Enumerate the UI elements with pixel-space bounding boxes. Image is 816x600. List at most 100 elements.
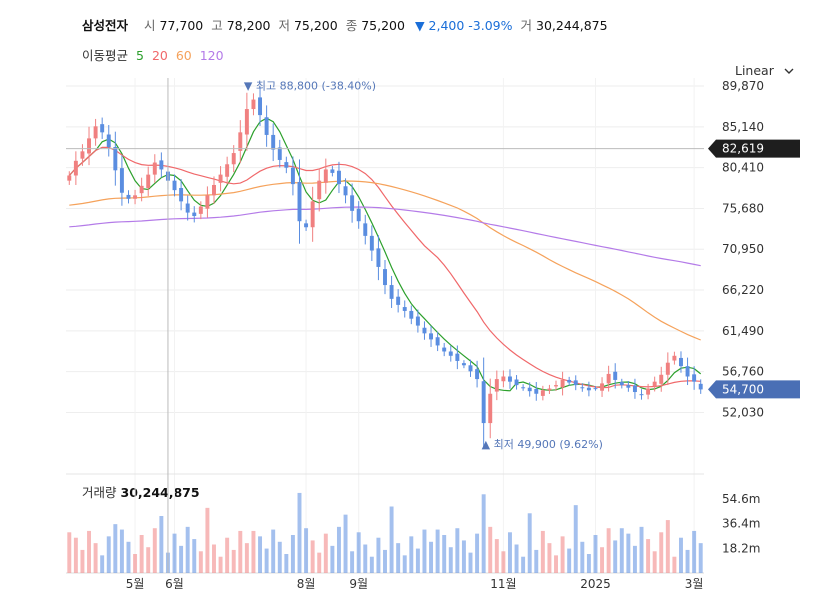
axes: 89,870 85,140 80,410 75,680 70,950 66,220 61,4… [126,79,764,591]
volume-label: 거 [520,18,533,33]
volume-bar [133,554,138,573]
candle-body [198,206,203,214]
volume-bar [554,555,558,573]
candle-body [422,327,427,334]
volume-bar [159,516,164,573]
time-tick-label: 5월 [126,577,145,591]
ma-5[interactable]: 5 [136,48,144,63]
volume-bar [501,551,506,573]
price-tick-label: 61,490 [722,324,764,338]
last-price-tag [708,380,800,399]
time-tick-label: 2025 [580,577,611,591]
volume-bar [264,548,269,573]
candle-body [586,387,591,391]
ma-120[interactable]: 120 [199,48,224,63]
candle-body [692,374,697,382]
volume-bar [317,552,322,573]
volume-bar [521,556,526,573]
candle-body [383,269,387,286]
candle-body [527,387,532,392]
volume-bar [271,529,276,573]
last-price-label: 54,700 [722,382,764,396]
min-price-annotation: ▲ 최저 49,900 (9.62%) [482,438,603,451]
low-value: 75,200 [293,18,338,33]
volume-bar [632,545,637,573]
volume-bar [415,548,420,573]
candle-body [659,374,664,384]
overlays: 82,619 54,700 ▼ 최고 88,800 (-38.40%) ▲ 최저 49… [66,78,800,573]
candle-body [396,296,401,305]
candle-body [507,376,512,382]
volume-bar [540,530,545,573]
volume-value: 30,244,875 [536,18,608,33]
ma-20[interactable]: 20 [151,48,168,63]
candle-body [323,169,328,183]
volume-bar [106,536,111,573]
candle-body [271,134,276,150]
candle-body [330,169,335,173]
volume-bar [350,551,355,573]
candle-body [514,379,519,386]
volume-bar [600,547,605,573]
volume-bar [593,535,598,573]
volume-bar [93,543,98,573]
volume-bar [659,532,664,573]
candle-body [461,363,466,366]
close-label: 종 [345,18,358,33]
scale-selector[interactable]: Linear [735,63,794,78]
candle-body [80,151,85,159]
candle-body [258,97,263,116]
candle-body [185,203,190,213]
volume-bar [198,551,203,573]
volume-bar [586,554,591,573]
volume-bar [429,541,434,573]
candle-body [152,162,157,175]
volume-bar [119,529,124,573]
volume-bars [67,492,703,573]
candle-body [336,170,341,185]
candle-body [442,347,447,352]
volume-bar [304,528,309,573]
candle-body [540,390,545,396]
candle-body [389,285,394,299]
volume-bar [251,530,256,573]
volume-bar [100,555,105,573]
candle-body [225,164,230,177]
candle-body [521,387,526,389]
ma-60[interactable]: 60 [175,48,192,63]
close-value: 75,200 [361,18,405,33]
candle-body [304,223,309,228]
volume-bar [475,533,480,573]
candle-body [547,388,552,391]
volume-bar [238,530,243,573]
volume-bar [277,541,282,573]
candle-body [159,160,164,170]
volume-bar [244,543,249,573]
volume-bar [67,532,72,573]
candle-body [205,195,210,209]
candle-body [218,174,223,183]
candle-body [179,187,184,202]
volume-bar [323,533,328,573]
time-tick-label: 3월 [685,577,704,591]
volume-bar [646,539,651,573]
volume-bar [422,529,427,573]
candle-body [264,117,269,135]
low-label: 저 [278,18,290,33]
volume-tick-label: 36.4m [722,517,760,531]
candle-body [534,389,539,394]
candle-body [481,381,486,424]
price-tick-label: 85,140 [722,120,764,134]
volume-bar [652,551,657,573]
candle-body [133,195,138,199]
candle-body [67,175,72,181]
candle-body [613,371,618,380]
volume-bar [468,552,473,573]
candle-body [238,132,243,151]
scale-selector-value: Linear [735,63,774,78]
volume-bar [507,532,512,573]
candle-body [192,212,197,217]
volume-bar [290,535,295,573]
volume-bar [402,555,407,573]
